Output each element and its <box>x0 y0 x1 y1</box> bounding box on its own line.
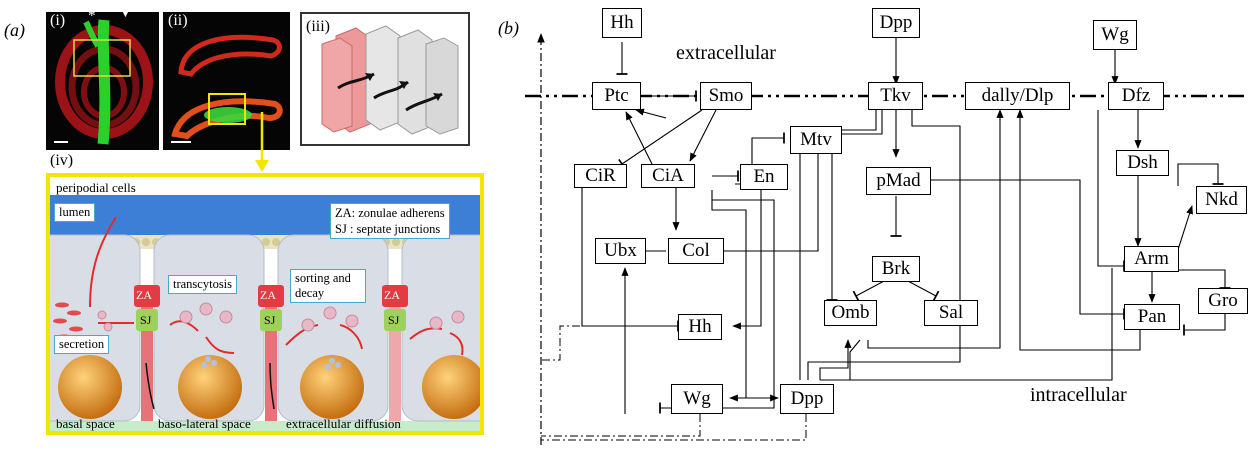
sj-label-2: SJ <box>264 313 276 327</box>
node-dsh: Dsh <box>1116 150 1169 176</box>
tissue-cartoon-iii <box>300 12 470 146</box>
micrograph-ii-art <box>171 34 283 143</box>
panel-b-label: (b) <box>498 18 519 38</box>
za-label-3: ZA <box>384 288 400 302</box>
node-dpp-top: Dpp <box>872 8 920 38</box>
node-cia: CiA <box>641 164 695 188</box>
za-label-2: ZA <box>260 288 276 302</box>
sub-label-i: (i) <box>50 12 66 29</box>
transcytosis-label: transcytosis <box>168 275 238 294</box>
node-mtv: Mtv <box>790 126 842 154</box>
node-hh-mid: Hh <box>678 314 722 340</box>
micrograph-i <box>46 12 159 150</box>
node-brk: Brk <box>872 256 920 282</box>
extracellular-label: extracellular <box>676 42 776 64</box>
sub-label-iii: (iii) <box>306 18 330 35</box>
node-dally-dlp: dally/Dlp <box>965 82 1070 110</box>
node-wg-top: Wg <box>1093 20 1137 50</box>
lumen-label: lumen <box>54 203 96 222</box>
node-smo: Smo <box>700 82 752 110</box>
sub-label-ii: (ii) <box>168 12 188 29</box>
basal-space-label: basal space <box>56 416 115 431</box>
legend-sj: SJ : septate junctions <box>335 222 441 236</box>
schematic-iv: peripodial cells lumen ZA: zonulae adher… <box>46 173 484 435</box>
extracellular-diffusion-label: extracellular diffusion <box>286 416 401 431</box>
secretion-label: secretion <box>54 335 110 354</box>
node-pmad: pMad <box>866 167 931 195</box>
node-hh-top: Hh <box>602 8 642 38</box>
node-omb: Omb <box>824 300 877 326</box>
node-col: Col <box>668 238 724 264</box>
node-ptc: Ptc <box>592 82 641 110</box>
node-arm: Arm <box>1124 246 1179 272</box>
node-pan: Pan <box>1124 304 1180 330</box>
sub-label-iv: (iv) <box>50 152 74 169</box>
zoom-connector-arrow <box>255 112 269 172</box>
triangle-marker: ▼ <box>120 8 131 20</box>
sj-label-3: SJ <box>388 313 400 327</box>
node-gro: Gro <box>1198 288 1248 314</box>
node-cir: CiR <box>574 164 627 188</box>
node-ubx: Ubx <box>595 238 646 264</box>
node-nkd: Nkd <box>1196 186 1247 214</box>
peripodial-label: peripodial cells <box>56 180 136 195</box>
micrograph-i-art <box>54 19 153 145</box>
sj-label-1: SJ <box>140 313 152 327</box>
tissue-cartoon-iii-art <box>321 25 459 135</box>
intracellular-label: intracellular <box>1030 384 1127 406</box>
node-tkv: Tkv <box>868 82 923 110</box>
legend-za: ZA: zonulae adherens <box>335 206 445 220</box>
za-label-1: ZA <box>136 288 152 302</box>
junction-legend: ZA: zonulae adherens SJ : septate juncti… <box>330 203 450 239</box>
micrograph-ii <box>163 12 290 150</box>
node-dpp-bot: Dpp <box>780 384 834 414</box>
node-dfz: Dfz <box>1108 82 1164 110</box>
panel-a-label: (a) <box>4 20 25 40</box>
baso-lateral-label: baso-lateral space <box>158 416 251 431</box>
node-en: En <box>740 164 788 190</box>
node-wg-bot: Wg <box>671 384 723 414</box>
sorting-label: sorting and decay <box>290 269 366 303</box>
node-sal: Sal <box>924 300 978 326</box>
star-marker: * <box>88 8 96 24</box>
